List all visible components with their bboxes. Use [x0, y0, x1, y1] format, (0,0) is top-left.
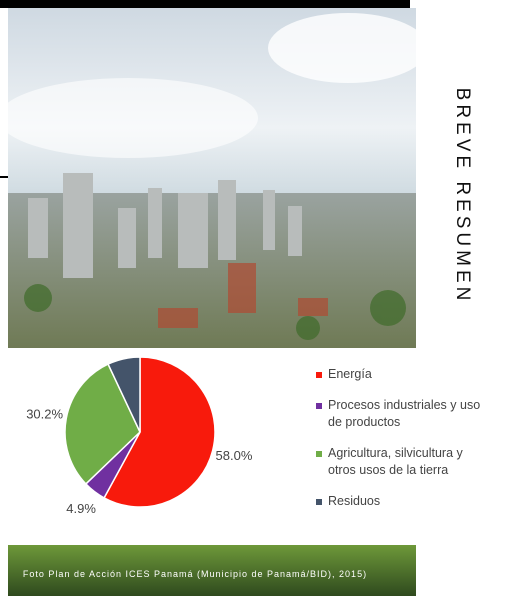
data-label: 58.0% — [216, 448, 253, 463]
data-label: 30.2% — [26, 406, 63, 421]
data-label: 4.9% — [66, 501, 96, 516]
legend-label: Procesos industriales y uso de productos — [328, 398, 480, 429]
legend-item: Procesos industriales y uso de productos — [316, 397, 486, 431]
photo-caption: Foto Plan de Acción ICES Panamá (Municip… — [20, 568, 370, 580]
legend-label: Energía — [328, 367, 372, 381]
top-bar — [0, 0, 410, 8]
legend-swatch — [316, 372, 322, 378]
legend: Energía Procesos industriales y uso de pr… — [316, 366, 486, 524]
legend-item: Energía — [316, 366, 486, 383]
legend-swatch — [316, 451, 322, 457]
legend-item: Residuos — [316, 493, 486, 510]
legend-item: Agricultura, silvicultura y otros usos d… — [316, 445, 486, 479]
legend-label: Agricultura, silvicultura y otros usos d… — [328, 446, 463, 477]
legend-swatch — [316, 403, 322, 409]
side-title: BREVE RESUMEN — [451, 88, 473, 305]
legend-label: Residuos — [328, 494, 380, 508]
page: BREVE RESUMEN Foto Plan de Acción ICES P… — [0, 0, 514, 596]
legend-swatch — [316, 499, 322, 505]
